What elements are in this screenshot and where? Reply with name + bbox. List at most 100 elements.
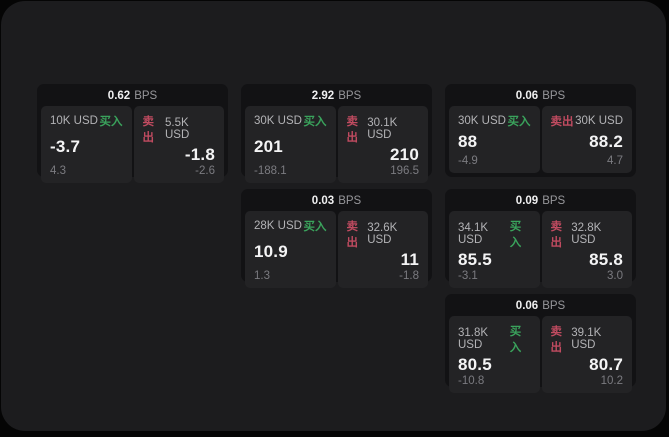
sell-tile-header: 卖出 39.1K USD — [551, 323, 624, 355]
sell-amount: 32.8K USD — [571, 222, 602, 246]
buy-price: 80.5 — [458, 355, 492, 374]
buy-sell-panels: 10K USD 买入 -3.7 4.3 卖出 5.5K USD -1.8 -2.… — [41, 106, 224, 183]
buy-amount: 28K USD — [254, 220, 302, 232]
sell-price: 88.2 — [589, 132, 623, 151]
buy-price: 88 — [458, 132, 478, 151]
sell-amount: 32.6K USD — [367, 222, 398, 246]
sell-amount: 5.5K USD — [164, 117, 190, 141]
sell-tile[interactable]: 卖出 32.8K USD 85.8 3.0 — [541, 211, 632, 288]
buy-price: 10.9 — [254, 242, 288, 261]
buy-tile[interactable]: 30K USD 买入 201 -188.1 — [245, 106, 336, 183]
buy-label: 买入 — [99, 116, 123, 128]
buy-sub-value: 1.3 — [254, 270, 270, 282]
quote-card: 2.92 BPS 30K USD 买入 201 -188.1 卖出 30.1K … — [241, 84, 432, 183]
bps-suffix-label: BPS — [542, 300, 566, 312]
bps-suffix-label: BPS — [338, 90, 362, 102]
card-header: 2.92 BPS — [245, 87, 428, 106]
app-window: 0.62 BPS 10K USD 买入 -3.7 4.3 卖出 5.5K USD… — [1, 1, 666, 431]
buy-tile[interactable]: 31.8K USD 买入 80.5 -10.8 — [449, 316, 540, 393]
bps-suffix-label: BPS — [338, 195, 362, 207]
card-header: 0.62 BPS — [41, 87, 224, 106]
buy-sub-value: -4.9 — [458, 155, 478, 167]
sell-tile[interactable]: 卖出 30K USD 88.2 4.7 — [541, 106, 632, 173]
sell-tile-header: 卖出 32.8K USD — [551, 218, 624, 250]
sell-sub-value: -2.6 — [195, 165, 215, 177]
bps-value: 0.06 — [515, 300, 539, 312]
sell-tile-header: 卖出 30.1K USD — [347, 113, 420, 145]
buy-amount: 34.1K USD — [458, 222, 489, 246]
bps-suffix-label: BPS — [134, 90, 158, 102]
bps-value: 0.06 — [515, 90, 539, 102]
sell-price: 80.7 — [589, 355, 623, 374]
sell-tile[interactable]: 卖出 30.1K USD 210 196.5 — [337, 106, 428, 183]
buy-sell-panels: 28K USD 买入 10.9 1.3 卖出 32.6K USD 11 -1.8 — [245, 211, 428, 288]
sell-tile[interactable]: 卖出 5.5K USD -1.8 -2.6 — [133, 106, 224, 183]
buy-sell-panels: 30K USD 买入 201 -188.1 卖出 30.1K USD 210 1… — [245, 106, 428, 183]
buy-label: 买入 — [507, 116, 531, 128]
buy-sell-panels: 31.8K USD 买入 80.5 -10.8 卖出 39.1K USD 80.… — [449, 316, 632, 393]
buy-tile-header: 28K USD 买入 — [254, 218, 327, 234]
buy-sub-value: 4.3 — [50, 165, 66, 177]
buy-label: 买入 — [509, 326, 522, 354]
buy-tile-header: 30K USD 买入 — [254, 113, 327, 129]
buy-label: 买入 — [509, 221, 522, 249]
card-header: 0.06 BPS — [449, 87, 632, 106]
buy-price: 201 — [254, 137, 283, 156]
buy-price: -3.7 — [50, 137, 81, 156]
sell-tile[interactable]: 卖出 39.1K USD 80.7 10.2 — [541, 316, 632, 393]
buy-tile-header: 34.1K USD 买入 — [458, 218, 531, 250]
buy-tile[interactable]: 30K USD 买入 88 -4.9 — [449, 106, 540, 173]
bps-value: 0.03 — [311, 195, 335, 207]
card-header: 0.09 BPS — [449, 192, 632, 211]
sell-price: 11 — [400, 250, 419, 269]
buy-sell-panels: 34.1K USD 买入 85.5 -3.1 卖出 32.8K USD 85.8… — [449, 211, 632, 288]
quote-card: 0.03 BPS 28K USD 买入 10.9 1.3 卖出 32.6K US… — [241, 189, 432, 288]
buy-tile[interactable]: 10K USD 买入 -3.7 4.3 — [41, 106, 132, 183]
buy-amount: 30K USD — [254, 115, 302, 127]
buy-sub-value: -10.8 — [458, 375, 485, 387]
sell-sub-value: 196.5 — [390, 165, 419, 177]
buy-tile-header: 30K USD 买入 — [458, 113, 531, 129]
bps-value: 0.62 — [107, 90, 131, 102]
sell-label: 卖出 — [550, 221, 563, 249]
bps-value: 0.09 — [515, 195, 539, 207]
sell-label: 卖出 — [346, 221, 359, 249]
buy-amount: 31.8K USD — [458, 327, 489, 351]
sell-tile[interactable]: 卖出 32.6K USD 11 -1.8 — [337, 211, 428, 288]
quote-card: 0.09 BPS 34.1K USD 买入 85.5 -3.1 卖出 32.8K… — [445, 189, 636, 288]
quote-card: 0.62 BPS 10K USD 买入 -3.7 4.3 卖出 5.5K USD… — [37, 84, 228, 183]
bps-suffix-label: BPS — [542, 195, 566, 207]
buy-label: 买入 — [303, 116, 327, 128]
buy-sell-panels: 30K USD 买入 88 -4.9 卖出 30K USD 88.2 4.7 — [449, 106, 632, 173]
sell-price: 210 — [390, 145, 419, 164]
buy-sub-value: -3.1 — [458, 270, 478, 282]
bps-suffix-label: BPS — [542, 90, 566, 102]
sell-sub-value: 10.2 — [600, 375, 623, 387]
sell-label: 卖出 — [550, 116, 574, 128]
sell-tile-header: 卖出 30K USD — [551, 113, 624, 129]
buy-amount: 30K USD — [458, 115, 506, 127]
sell-amount: 30.1K USD — [367, 117, 398, 141]
sell-price: 85.8 — [589, 250, 623, 269]
sell-price: -1.8 — [184, 145, 215, 164]
card-header: 0.03 BPS — [245, 192, 428, 211]
card-header: 0.06 BPS — [449, 297, 632, 316]
quote-card: 0.06 BPS 31.8K USD 买入 80.5 -10.8 卖出 39.1… — [445, 294, 636, 393]
buy-amount: 10K USD — [50, 115, 98, 127]
sell-label: 卖出 — [550, 326, 563, 354]
buy-tile[interactable]: 28K USD 买入 10.9 1.3 — [245, 211, 336, 288]
buy-price: 85.5 — [458, 250, 492, 269]
buy-tile-header: 31.8K USD 买入 — [458, 323, 531, 355]
sell-tile-header: 卖出 32.6K USD — [347, 218, 420, 250]
sell-sub-value: 4.7 — [607, 155, 623, 167]
sell-sub-value: 3.0 — [607, 270, 623, 282]
bps-value: 2.92 — [311, 90, 335, 102]
buy-tile[interactable]: 34.1K USD 买入 85.5 -3.1 — [449, 211, 540, 288]
sell-tile-header: 卖出 5.5K USD — [143, 113, 216, 145]
sell-sub-value: -1.8 — [399, 270, 419, 282]
sell-amount: 30K USD — [575, 115, 623, 127]
quote-cards-grid: 0.62 BPS 10K USD 买入 -3.7 4.3 卖出 5.5K USD… — [37, 84, 636, 393]
buy-label: 买入 — [303, 221, 327, 233]
sell-amount: 39.1K USD — [571, 327, 602, 351]
quote-card: 0.06 BPS 30K USD 买入 88 -4.9 卖出 30K USD 8… — [445, 84, 636, 177]
